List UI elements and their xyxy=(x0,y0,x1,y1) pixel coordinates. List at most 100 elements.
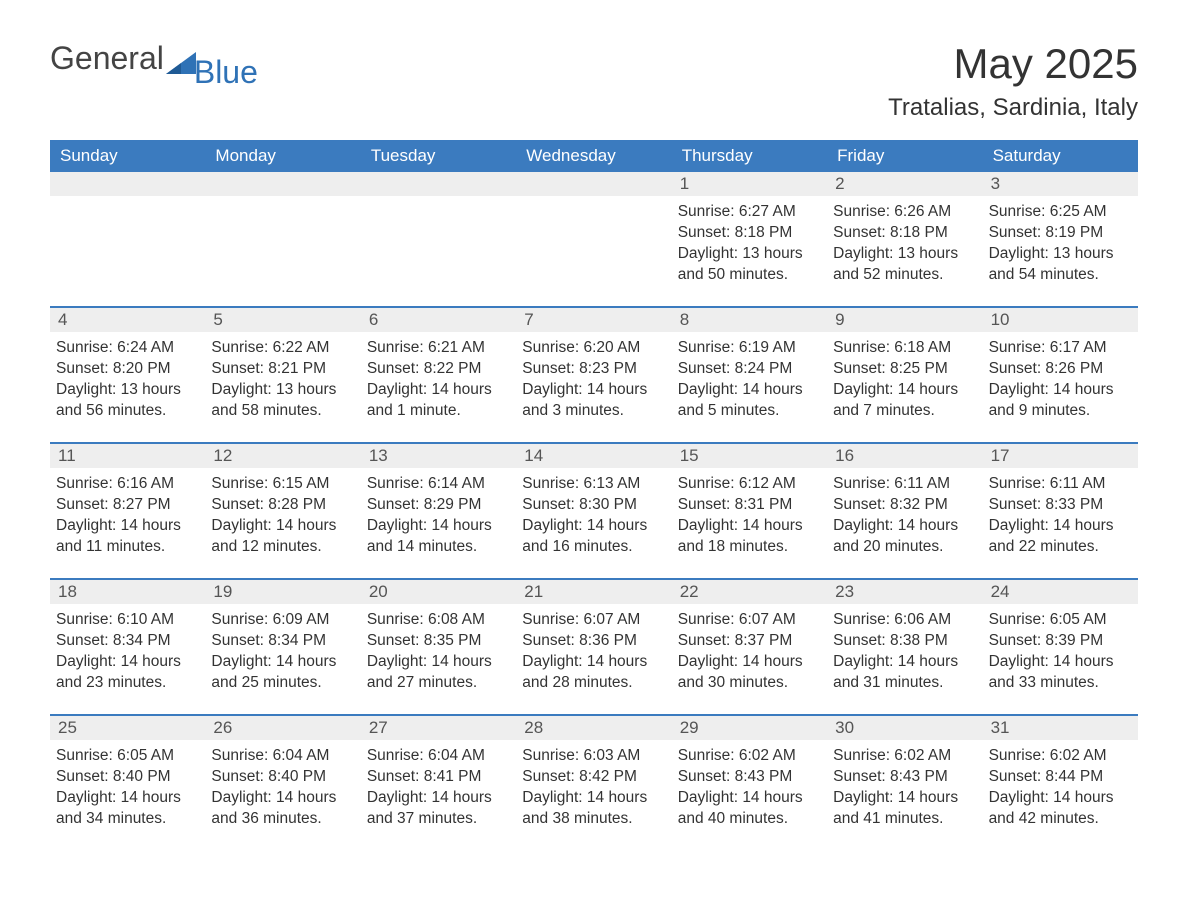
day-cell: 6Sunrise: 6:21 AMSunset: 8:22 PMDaylight… xyxy=(361,308,516,428)
day-body: Sunrise: 6:18 AMSunset: 8:25 PMDaylight:… xyxy=(827,332,982,424)
sunset-text: Sunset: 8:29 PM xyxy=(367,495,510,516)
day-cell: 23Sunrise: 6:06 AMSunset: 8:38 PMDayligh… xyxy=(827,580,982,700)
sunset-text: Sunset: 8:25 PM xyxy=(833,359,976,380)
day-body: Sunrise: 6:07 AMSunset: 8:36 PMDaylight:… xyxy=(516,604,671,696)
sunset-text: Sunset: 8:38 PM xyxy=(833,631,976,652)
daylight-text: Daylight: 14 hours and 36 minutes. xyxy=(211,788,354,830)
day-cell: 25Sunrise: 6:05 AMSunset: 8:40 PMDayligh… xyxy=(50,716,205,836)
daylight-text: Daylight: 14 hours and 7 minutes. xyxy=(833,380,976,422)
day-number: 21 xyxy=(516,580,671,604)
day-body: Sunrise: 6:20 AMSunset: 8:23 PMDaylight:… xyxy=(516,332,671,424)
day-of-week-cell: Monday xyxy=(205,140,360,172)
day-cell: 7Sunrise: 6:20 AMSunset: 8:23 PMDaylight… xyxy=(516,308,671,428)
daylight-text: Daylight: 14 hours and 40 minutes. xyxy=(678,788,821,830)
day-of-week-header: SundayMondayTuesdayWednesdayThursdayFrid… xyxy=(50,140,1138,172)
sunset-text: Sunset: 8:42 PM xyxy=(522,767,665,788)
day-number: 13 xyxy=(361,444,516,468)
sunrise-text: Sunrise: 6:11 AM xyxy=(989,474,1132,495)
day-number: 17 xyxy=(983,444,1138,468)
sunset-text: Sunset: 8:34 PM xyxy=(56,631,199,652)
sunrise-text: Sunrise: 6:24 AM xyxy=(56,338,199,359)
daylight-text: Daylight: 14 hours and 37 minutes. xyxy=(367,788,510,830)
logo-text-blue: Blue xyxy=(194,54,258,91)
sunset-text: Sunset: 8:37 PM xyxy=(678,631,821,652)
daylight-text: Daylight: 14 hours and 20 minutes. xyxy=(833,516,976,558)
day-cell: 12Sunrise: 6:15 AMSunset: 8:28 PMDayligh… xyxy=(205,444,360,564)
day-cell: 1Sunrise: 6:27 AMSunset: 8:18 PMDaylight… xyxy=(672,172,827,292)
day-number: 22 xyxy=(672,580,827,604)
sunset-text: Sunset: 8:31 PM xyxy=(678,495,821,516)
daylight-text: Daylight: 14 hours and 27 minutes. xyxy=(367,652,510,694)
week-row: 4Sunrise: 6:24 AMSunset: 8:20 PMDaylight… xyxy=(50,306,1138,428)
day-of-week-cell: Sunday xyxy=(50,140,205,172)
day-cell: 17Sunrise: 6:11 AMSunset: 8:33 PMDayligh… xyxy=(983,444,1138,564)
daylight-text: Daylight: 13 hours and 56 minutes. xyxy=(56,380,199,422)
day-body: Sunrise: 6:15 AMSunset: 8:28 PMDaylight:… xyxy=(205,468,360,560)
day-cell: 16Sunrise: 6:11 AMSunset: 8:32 PMDayligh… xyxy=(827,444,982,564)
sunrise-text: Sunrise: 6:17 AM xyxy=(989,338,1132,359)
week-row: 11Sunrise: 6:16 AMSunset: 8:27 PMDayligh… xyxy=(50,442,1138,564)
day-number xyxy=(205,172,360,196)
day-cell xyxy=(205,172,360,292)
day-number: 19 xyxy=(205,580,360,604)
day-of-week-cell: Tuesday xyxy=(361,140,516,172)
day-cell: 2Sunrise: 6:26 AMSunset: 8:18 PMDaylight… xyxy=(827,172,982,292)
daylight-text: Daylight: 14 hours and 1 minute. xyxy=(367,380,510,422)
sunset-text: Sunset: 8:19 PM xyxy=(989,223,1132,244)
day-body: Sunrise: 6:04 AMSunset: 8:41 PMDaylight:… xyxy=(361,740,516,832)
daylight-text: Daylight: 14 hours and 3 minutes. xyxy=(522,380,665,422)
day-number xyxy=(50,172,205,196)
day-cell: 14Sunrise: 6:13 AMSunset: 8:30 PMDayligh… xyxy=(516,444,671,564)
day-body: Sunrise: 6:04 AMSunset: 8:40 PMDaylight:… xyxy=(205,740,360,832)
sunset-text: Sunset: 8:28 PM xyxy=(211,495,354,516)
day-body: Sunrise: 6:05 AMSunset: 8:39 PMDaylight:… xyxy=(983,604,1138,696)
daylight-text: Daylight: 14 hours and 31 minutes. xyxy=(833,652,976,694)
daylight-text: Daylight: 13 hours and 50 minutes. xyxy=(678,244,821,286)
daylight-text: Daylight: 14 hours and 22 minutes. xyxy=(989,516,1132,558)
day-cell: 18Sunrise: 6:10 AMSunset: 8:34 PMDayligh… xyxy=(50,580,205,700)
day-body: Sunrise: 6:22 AMSunset: 8:21 PMDaylight:… xyxy=(205,332,360,424)
day-of-week-cell: Thursday xyxy=(672,140,827,172)
day-body: Sunrise: 6:14 AMSunset: 8:29 PMDaylight:… xyxy=(361,468,516,560)
sunrise-text: Sunrise: 6:10 AM xyxy=(56,610,199,631)
sunset-text: Sunset: 8:30 PM xyxy=(522,495,665,516)
sunset-text: Sunset: 8:44 PM xyxy=(989,767,1132,788)
day-number: 29 xyxy=(672,716,827,740)
day-number: 8 xyxy=(672,308,827,332)
day-number: 31 xyxy=(983,716,1138,740)
sunset-text: Sunset: 8:35 PM xyxy=(367,631,510,652)
week-row: 1Sunrise: 6:27 AMSunset: 8:18 PMDaylight… xyxy=(50,172,1138,292)
calendar: SundayMondayTuesdayWednesdayThursdayFrid… xyxy=(50,140,1138,836)
day-body: Sunrise: 6:17 AMSunset: 8:26 PMDaylight:… xyxy=(983,332,1138,424)
daylight-text: Daylight: 14 hours and 41 minutes. xyxy=(833,788,976,830)
day-cell: 5Sunrise: 6:22 AMSunset: 8:21 PMDaylight… xyxy=(205,308,360,428)
sunset-text: Sunset: 8:34 PM xyxy=(211,631,354,652)
day-number: 20 xyxy=(361,580,516,604)
daylight-text: Daylight: 14 hours and 34 minutes. xyxy=(56,788,199,830)
logo-text-general: General xyxy=(50,40,164,77)
sunset-text: Sunset: 8:32 PM xyxy=(833,495,976,516)
day-cell xyxy=(516,172,671,292)
daylight-text: Daylight: 14 hours and 16 minutes. xyxy=(522,516,665,558)
day-body: Sunrise: 6:27 AMSunset: 8:18 PMDaylight:… xyxy=(672,196,827,288)
daylight-text: Daylight: 14 hours and 23 minutes. xyxy=(56,652,199,694)
day-number xyxy=(516,172,671,196)
logo-triangle-icon xyxy=(166,52,196,74)
sunset-text: Sunset: 8:18 PM xyxy=(833,223,976,244)
day-cell: 8Sunrise: 6:19 AMSunset: 8:24 PMDaylight… xyxy=(672,308,827,428)
day-cell: 30Sunrise: 6:02 AMSunset: 8:43 PMDayligh… xyxy=(827,716,982,836)
day-cell: 22Sunrise: 6:07 AMSunset: 8:37 PMDayligh… xyxy=(672,580,827,700)
week-row: 25Sunrise: 6:05 AMSunset: 8:40 PMDayligh… xyxy=(50,714,1138,836)
sunrise-text: Sunrise: 6:25 AM xyxy=(989,202,1132,223)
sunrise-text: Sunrise: 6:18 AM xyxy=(833,338,976,359)
sunset-text: Sunset: 8:22 PM xyxy=(367,359,510,380)
sunset-text: Sunset: 8:40 PM xyxy=(211,767,354,788)
day-body: Sunrise: 6:11 AMSunset: 8:33 PMDaylight:… xyxy=(983,468,1138,560)
day-number: 15 xyxy=(672,444,827,468)
day-cell: 3Sunrise: 6:25 AMSunset: 8:19 PMDaylight… xyxy=(983,172,1138,292)
sunrise-text: Sunrise: 6:12 AM xyxy=(678,474,821,495)
day-of-week-cell: Wednesday xyxy=(516,140,671,172)
daylight-text: Daylight: 14 hours and 14 minutes. xyxy=(367,516,510,558)
daylight-text: Daylight: 14 hours and 30 minutes. xyxy=(678,652,821,694)
daylight-text: Daylight: 14 hours and 25 minutes. xyxy=(211,652,354,694)
